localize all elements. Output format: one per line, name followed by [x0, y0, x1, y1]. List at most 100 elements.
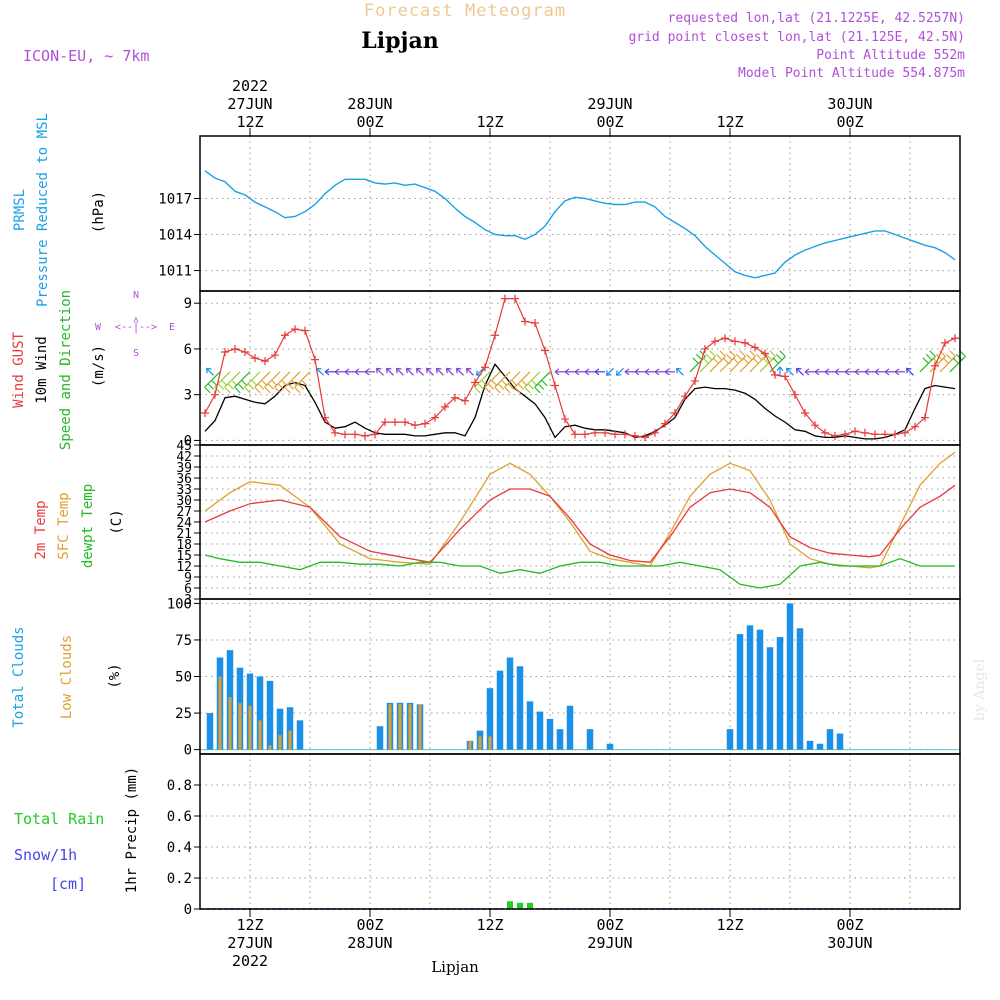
ylabel-2m-temp: 2m Temp: [33, 500, 49, 559]
compass-ew-arrow: <--|-->: [115, 322, 157, 333]
wind-gust-marker: [741, 338, 749, 347]
wind-direction-arrow: [446, 367, 454, 376]
wind-barb-feather: [527, 383, 535, 390]
total-clouds-bar: [546, 718, 554, 750]
bottom-hour-label: 00Z: [356, 916, 383, 934]
wind-barb-feather: [709, 350, 716, 357]
y-tick-label: 1017: [158, 191, 192, 207]
wind-gust-marker: [381, 418, 389, 427]
wind-gust-marker: [431, 413, 439, 422]
wind-barb-feather: [719, 350, 726, 357]
bottom-day-label: 29JUN: [587, 934, 632, 952]
wind-gust-marker: [481, 363, 489, 372]
wind-direction-arrowhead: [654, 368, 660, 376]
wind-barb-shaft: [504, 371, 521, 388]
wind-gust-marker: [341, 430, 349, 439]
y-tick-label: 45: [176, 439, 192, 454]
wind-gust-marker: [701, 344, 709, 353]
wind-direction-arrowhead: [334, 368, 340, 376]
y-tick-label: 3: [184, 593, 192, 608]
wind-barb-feather: [932, 357, 939, 364]
wind-gust-marker: [891, 430, 899, 439]
wind-gust-marker: [781, 372, 789, 381]
ylabel-prmsl: PRMSL: [12, 189, 28, 231]
total-clouds-bar: [256, 676, 264, 750]
low-clouds-bar: [278, 734, 282, 750]
top-hour-label: 12Z: [476, 113, 503, 131]
ylabel-prmsl-2: Pressure Reduced to MSL: [35, 113, 51, 307]
wind-gust-marker: [561, 415, 569, 424]
bottom-day-label: 27JUN: [227, 934, 272, 952]
total-clouds-bar: [816, 743, 824, 750]
total-clouds-bar: [606, 743, 614, 750]
top-day-label: 29JUN: [587, 95, 632, 113]
wind-direction-arrowhead: [664, 368, 670, 376]
total-clouds-bar: [536, 711, 544, 750]
ylabel-ms: (m/s): [91, 345, 107, 387]
bottom-hour-label: 00Z: [596, 916, 623, 934]
wind-direction-arrow: [906, 367, 914, 376]
total-clouds-bar: [296, 720, 304, 750]
wind-direction-arrowhead: [415, 367, 422, 374]
wind-barb-feather: [237, 383, 245, 390]
wind-barb-feather: [955, 353, 963, 361]
top-hour-label: 12Z: [716, 113, 743, 131]
wind-gust-marker: [201, 408, 209, 417]
wind-barb-feather: [294, 386, 301, 394]
wind-barb-shaft: [949, 355, 966, 373]
wind-direction-arrowhead: [395, 367, 402, 374]
wind-barb-feather: [702, 357, 709, 364]
wind-barb-feather: [274, 386, 281, 394]
compass-e: E: [169, 322, 175, 333]
wind-direction-arrow: [466, 367, 474, 376]
wind-gust-marker: [421, 419, 429, 428]
wind-gust-marker: [821, 428, 829, 437]
top-day-label: 28JUN: [347, 95, 392, 113]
wind-barb-feather: [742, 357, 749, 364]
wind-direction-arrowhead: [675, 367, 682, 374]
low-clouds-bar: [218, 676, 222, 750]
wind-barb-feather: [755, 353, 763, 361]
wind-gust-marker: [941, 338, 949, 347]
wind-barb-shaft: [729, 355, 746, 373]
wind-direction-arrowhead: [465, 367, 472, 374]
bottom-hour-label: 00Z: [836, 916, 863, 934]
total-clouds-bar: [836, 733, 844, 750]
compass-s: S: [133, 348, 139, 359]
wind-barb-feather: [712, 357, 719, 364]
legend-snow: Snow/1h: [14, 846, 77, 864]
wind-barb-feather: [264, 386, 271, 394]
y-tick-label: 6: [184, 342, 192, 358]
wind-gust-marker: [671, 408, 679, 417]
y-tick-label: 50: [175, 670, 192, 686]
wind-direction-arrowhead: [354, 368, 360, 376]
wind-gust-marker: [931, 361, 939, 370]
low-clouds-bar: [228, 696, 232, 750]
wind-gust-marker: [391, 418, 399, 427]
wind-direction-arrow: [676, 367, 684, 376]
wind-barb-shaft: [534, 371, 551, 388]
y-tick-label: 0: [184, 433, 192, 449]
wind-gust-marker: [651, 428, 659, 437]
wind-gust-marker: [611, 430, 619, 439]
wind-gust-marker: [581, 430, 589, 439]
wind-gust-marker: [841, 430, 849, 439]
wind-barb-feather: [752, 357, 759, 364]
compass-ns-arrow: -->: [131, 317, 142, 335]
panel-frame: [199, 290, 961, 446]
wind-direction-arrowhead: [364, 368, 370, 376]
wind-direction-arrowhead: [594, 368, 600, 376]
wind-gust-marker: [921, 413, 929, 422]
rain-bar: [527, 902, 533, 909]
wind-barb-shaft: [244, 371, 261, 388]
wind-barb-shaft: [739, 355, 756, 373]
wind-direction-arrow: [606, 367, 614, 376]
wind-barb-feather: [257, 383, 265, 390]
wind-gust-marker: [881, 430, 889, 439]
low-clouds-bar: [468, 740, 472, 750]
wind-direction-arrow: [796, 367, 804, 376]
temp-2m-line: [204, 484, 956, 564]
wind-direction-arrowhead: [324, 368, 330, 376]
total-clouds-bar: [776, 637, 784, 750]
